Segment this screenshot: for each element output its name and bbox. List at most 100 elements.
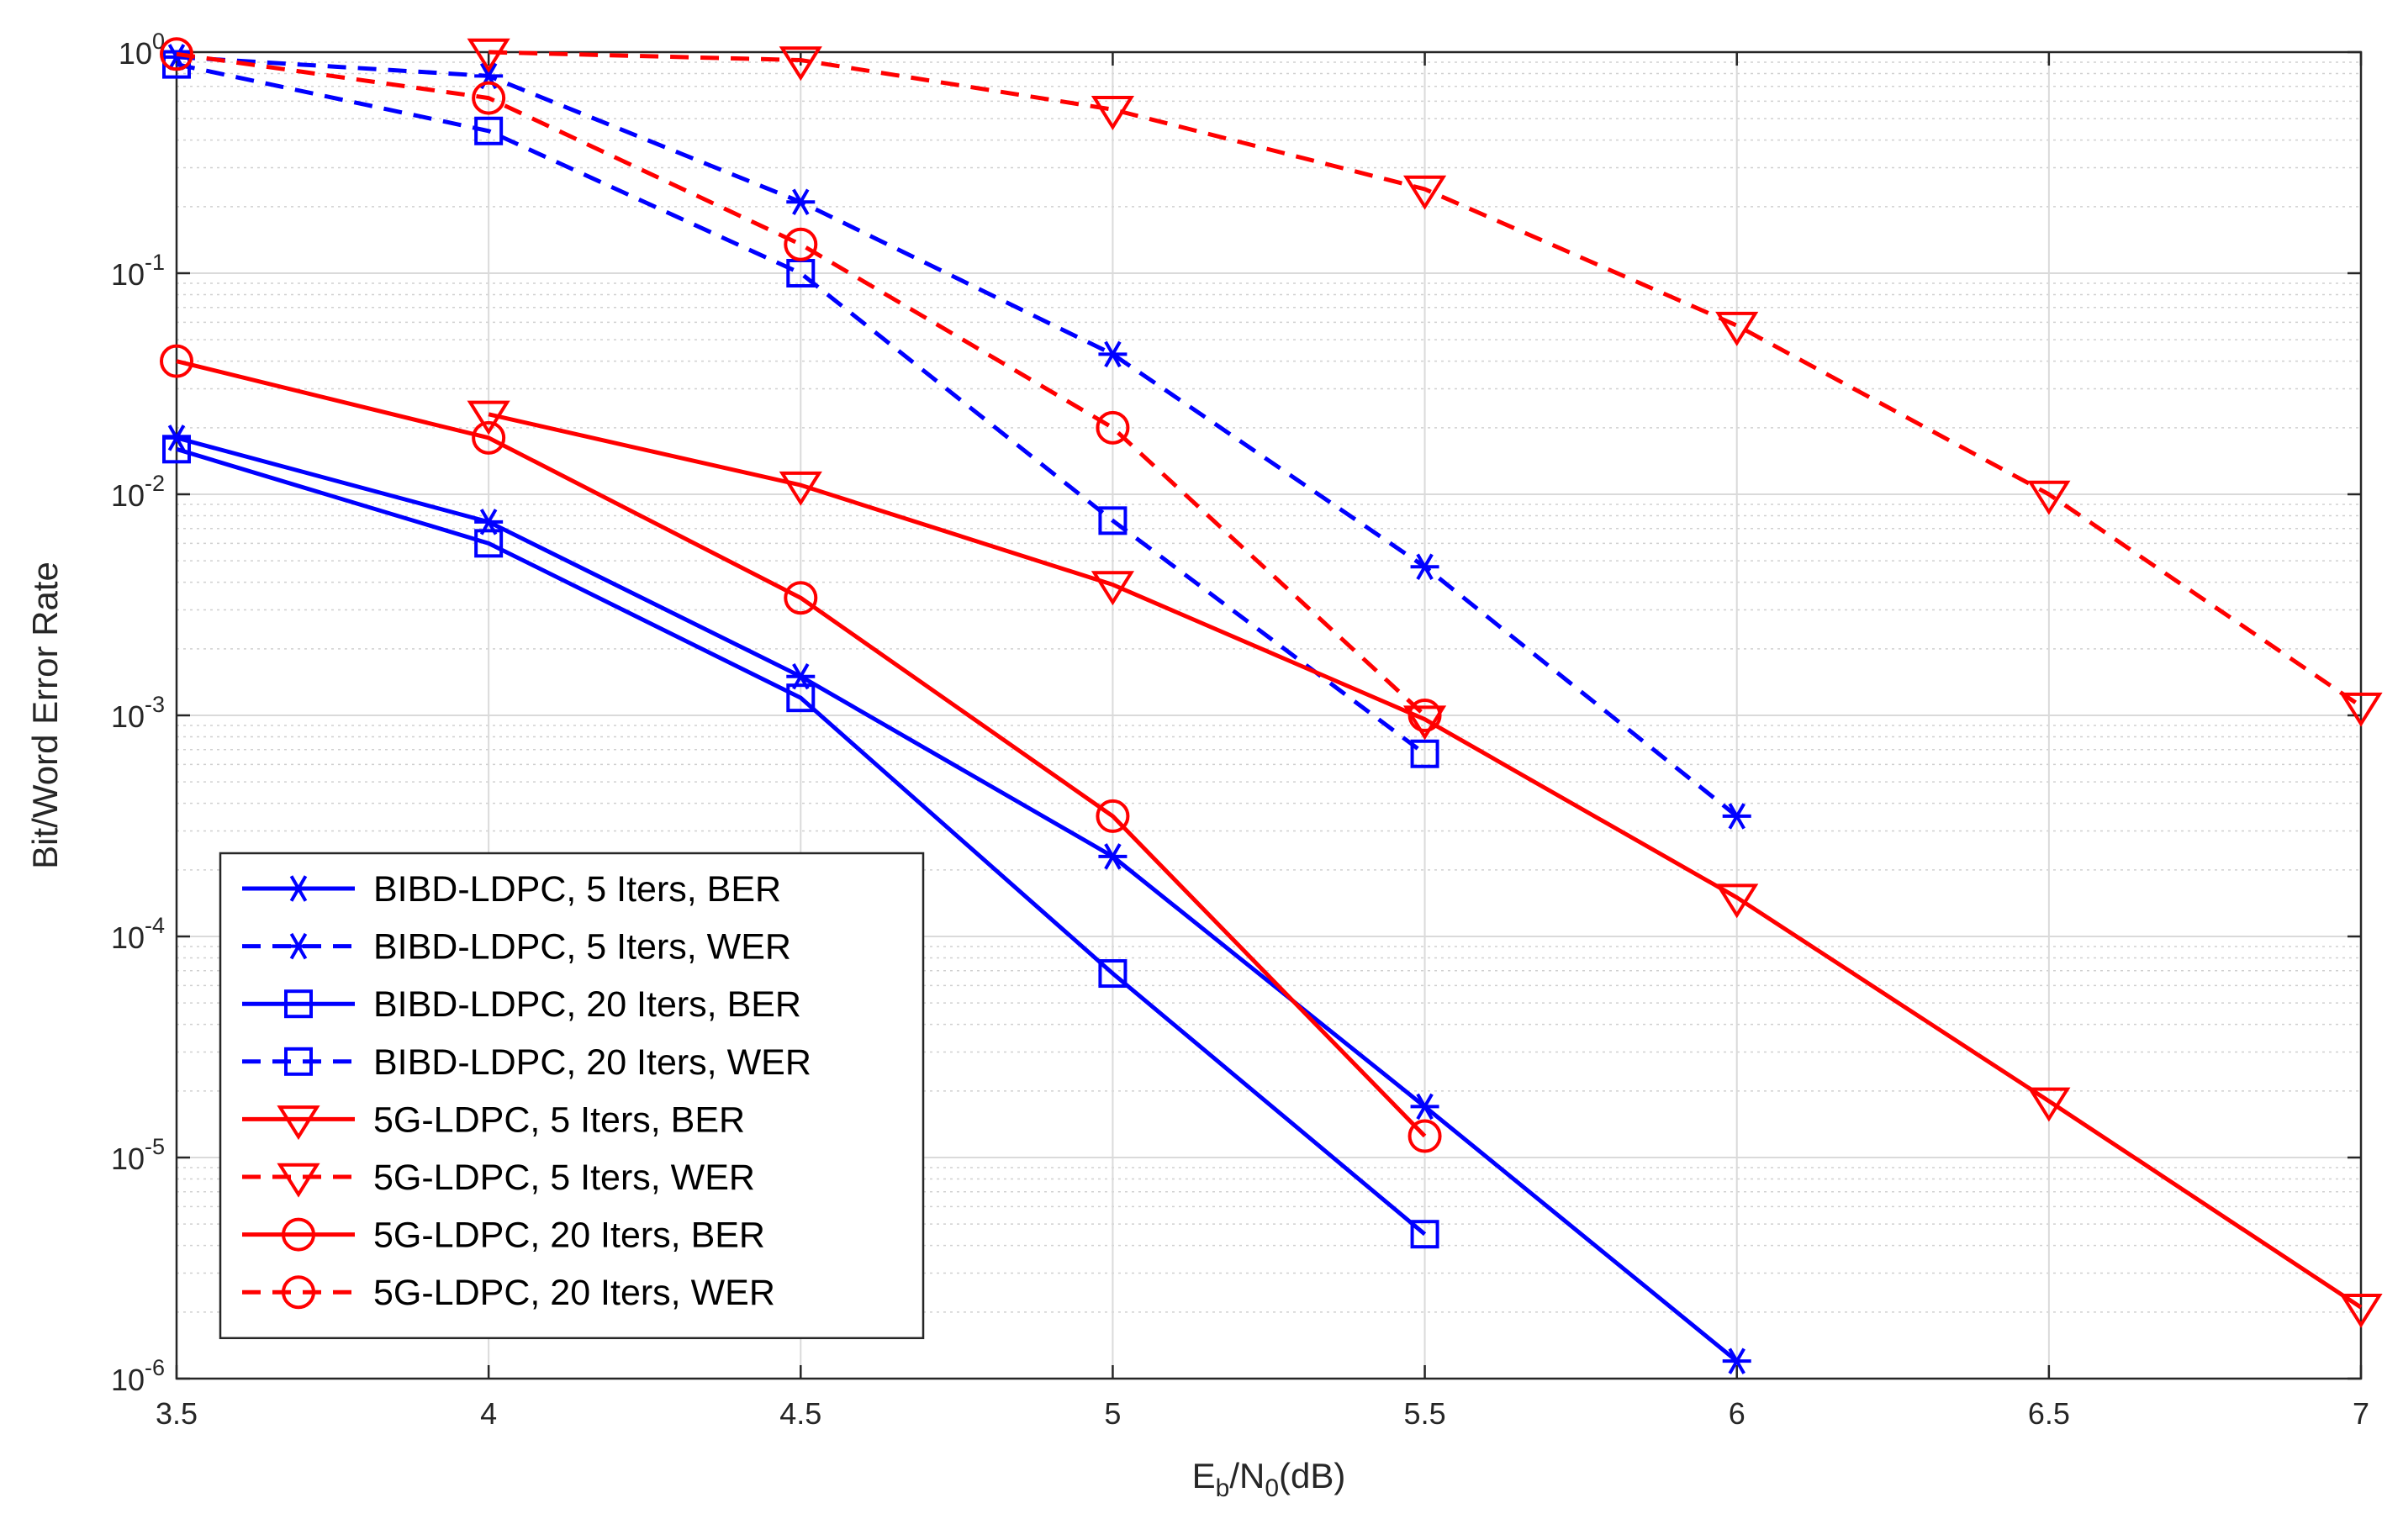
- x-axis-label-tail: (dB): [1279, 1456, 1345, 1495]
- asterisk-marker: [1722, 1348, 1751, 1374]
- circle-marker: [1407, 1119, 1442, 1153]
- triangle-down-marker: [2027, 480, 2071, 515]
- series-3: [162, 435, 1439, 1249]
- y-tick-label: 10-1: [111, 250, 165, 292]
- triangle-down-marker: [1091, 571, 1135, 606]
- x-tick-label: 4.5: [779, 1396, 821, 1431]
- triangle-down-marker: [1402, 705, 1447, 741]
- x-axis-label-base: E: [1192, 1456, 1216, 1495]
- triangle-down-marker: [1715, 311, 1759, 346]
- triangle-down-marker: [467, 400, 510, 435]
- legend-item: 5G-LDPC, 20 Iters, WER: [242, 1273, 775, 1313]
- y-tick-label: 10-3: [111, 692, 165, 734]
- series-line: [176, 435, 1739, 1363]
- square-marker: [284, 989, 313, 1019]
- circle-marker: [784, 227, 818, 261]
- x-tick-label: 3.5: [156, 1396, 198, 1431]
- x-axis-label-sub-0: 0: [1265, 1474, 1279, 1502]
- square-marker: [284, 1047, 313, 1076]
- circle-marker: [472, 420, 506, 455]
- square-marker: [162, 435, 191, 464]
- square-marker: [1098, 506, 1128, 535]
- series-4: [162, 50, 1439, 768]
- circle-marker: [1096, 799, 1130, 833]
- legend-item: BIBD-LDPC, 5 Iters, BER: [242, 869, 781, 910]
- legend-label: 5G-LDPC, 20 Iters, WER: [373, 1273, 775, 1313]
- asterisk-marker: [284, 875, 313, 902]
- series-8: [160, 37, 1442, 732]
- triangle-down-marker: [2339, 692, 2383, 727]
- y-axis-label: Bit/Word Error Rate: [25, 562, 65, 869]
- series-line: [176, 359, 1427, 1138]
- square-marker: [1410, 1220, 1439, 1249]
- triangle-down-marker: [2339, 1293, 2383, 1328]
- series-7: [160, 344, 1442, 1153]
- asterisk-marker: [1722, 803, 1751, 830]
- legend-label: 5G-LDPC, 20 Iters, BER: [373, 1216, 765, 1256]
- series-1: [162, 425, 1751, 1374]
- triangle-down-marker: [1715, 883, 1759, 919]
- series-6: [467, 38, 2383, 727]
- square-marker: [786, 683, 816, 713]
- triangle-down-marker: [467, 38, 510, 73]
- legend-item: BIBD-LDPC, 20 Iters, WER: [242, 1042, 811, 1083]
- series-line: [176, 62, 1427, 756]
- legend-label: BIBD-LDPC, 5 Iters, WER: [373, 927, 791, 968]
- legend-item: 5G-LDPC, 20 Iters, BER: [242, 1216, 765, 1256]
- series-line: [489, 50, 2363, 709]
- x-tick-label: 5.5: [1404, 1396, 1446, 1431]
- legend: BIBD-LDPC, 5 Iters, BER BIBD-LDPC, 5 Iter…: [219, 852, 925, 1340]
- x-tick-label: 7: [2353, 1396, 2369, 1431]
- triangle-down-marker: [779, 471, 822, 506]
- series-line: [176, 51, 1427, 717]
- legend-item: BIBD-LDPC, 20 Iters, BER: [242, 984, 801, 1025]
- x-tick-label: 6: [1729, 1396, 1745, 1431]
- asterisk-marker: [1410, 553, 1439, 580]
- x-axis-label: Eb/N0(dB): [1192, 1456, 1346, 1502]
- circle-marker: [282, 1217, 315, 1252]
- legend-label: 5G-LDPC, 5 Iters, WER: [373, 1158, 755, 1198]
- x-axis-label-sub-b: b: [1216, 1474, 1230, 1502]
- legend-label: BIBD-LDPC, 20 Iters, WER: [373, 1042, 811, 1083]
- series-line: [488, 412, 2363, 1310]
- y-tick-label: 10-4: [111, 913, 165, 955]
- y-tick-label: 10-6: [111, 1355, 165, 1397]
- series-line: [176, 55, 1739, 818]
- x-tick-labels: 3.5 4 4.5 5 5.5 6 6.5 7: [156, 1396, 2369, 1431]
- legend-label: BIBD-LDPC, 20 Iters, BER: [373, 984, 801, 1025]
- series-layer: [160, 37, 2383, 1374]
- x-axis-label-mid: /N: [1229, 1456, 1265, 1495]
- legend-label: BIBD-LDPC, 5 Iters, BER: [373, 869, 781, 910]
- legend-item: 5G-LDPC, 5 Iters, BER: [242, 1100, 745, 1140]
- square-marker: [474, 116, 504, 145]
- y-tick-label: 10-2: [111, 471, 165, 513]
- series-2: [162, 44, 1751, 830]
- x-tick-label: 6.5: [2028, 1396, 2070, 1431]
- x-tick-label: 4: [480, 1396, 497, 1431]
- triangle-down-marker: [779, 46, 822, 82]
- legend-item: BIBD-LDPC, 5 Iters, WER: [242, 927, 791, 968]
- legend-item: 5G-LDPC, 5 Iters, WER: [242, 1158, 755, 1198]
- triangle-down-marker: [1402, 175, 1447, 210]
- circle-marker: [1407, 699, 1442, 732]
- circle-marker: [784, 581, 818, 615]
- asterisk-marker: [786, 188, 816, 215]
- square-marker: [474, 529, 504, 558]
- series-5: [467, 400, 2383, 1328]
- square-marker: [1410, 739, 1439, 768]
- y-tick-labels: 100 10-1 10-2 10-3 10-4 10-5 10-6: [111, 29, 165, 1397]
- legend-label: 5G-LDPC, 5 Iters, BER: [373, 1100, 745, 1140]
- asterisk-marker: [1098, 340, 1128, 368]
- asterisk-marker: [1410, 1093, 1439, 1121]
- square-marker: [1098, 959, 1128, 989]
- circle-marker: [160, 344, 193, 378]
- triangle-down-marker: [1091, 95, 1135, 130]
- y-tick-label: 100: [119, 29, 165, 71]
- x-tick-label: 5: [1104, 1396, 1121, 1431]
- triangle-down-marker: [277, 1105, 320, 1141]
- legend-box: [219, 852, 925, 1340]
- circle-marker: [282, 1275, 315, 1310]
- asterisk-marker: [1098, 843, 1128, 870]
- circle-marker: [160, 37, 193, 71]
